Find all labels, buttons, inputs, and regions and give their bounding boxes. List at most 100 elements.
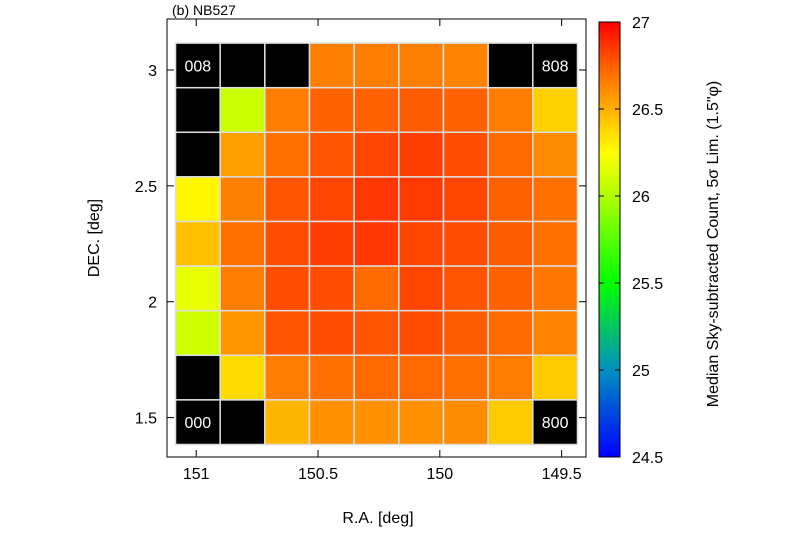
colorbar xyxy=(598,21,621,458)
heatmap-cell xyxy=(353,354,400,401)
heatmap-cell xyxy=(308,176,355,223)
heatmap-cell xyxy=(487,265,534,312)
heatmap-cell xyxy=(308,309,355,357)
chart-title: (b) NB527 xyxy=(172,2,236,18)
heatmap-cell xyxy=(532,86,579,134)
heatmap-cell xyxy=(308,86,355,134)
heatmap-cell xyxy=(532,399,579,446)
heatmap-cell xyxy=(219,354,266,401)
heatmap-cell xyxy=(398,309,445,357)
heatmap-cell xyxy=(174,176,221,223)
heatmap-cell xyxy=(174,220,221,267)
heatmap-cell xyxy=(532,220,579,267)
cell-label: 808 xyxy=(542,58,569,75)
x-tick-label: 151 xyxy=(183,466,210,483)
heatmap-cell xyxy=(487,220,534,267)
heatmap-cell xyxy=(398,131,445,178)
colorbar-tick-label: 24.5 xyxy=(632,450,663,467)
x-tick-label: 150.5 xyxy=(298,466,338,483)
heatmap-cell xyxy=(353,265,400,312)
heatmap-cell xyxy=(353,309,400,357)
colorbar-tick-label: 25 xyxy=(632,363,650,380)
colorbar-tick-label: 25.5 xyxy=(632,276,663,293)
heatmap-cell xyxy=(219,220,266,267)
heatmap-cell xyxy=(264,309,311,357)
colorbar-label: Median Sky-subtracted Count, 5σ Lim. (1.… xyxy=(705,81,722,408)
heatmap-cell xyxy=(398,176,445,223)
heatmap-cell xyxy=(219,399,266,446)
heatmap-cell xyxy=(442,86,489,134)
heatmap-cell xyxy=(308,354,355,401)
heatmap-cell xyxy=(353,42,400,89)
cell-label: 008 xyxy=(185,58,212,75)
heatmap-cell xyxy=(487,176,534,223)
heatmap-cell xyxy=(264,86,311,134)
heatmap-cells xyxy=(174,42,579,446)
heatmap-cell xyxy=(353,86,400,134)
heatmap-cell xyxy=(174,86,221,134)
heatmap-cell xyxy=(174,309,221,357)
heatmap-cell xyxy=(219,86,266,134)
heatmap-cell xyxy=(219,42,266,89)
x-tick-label: 149.5 xyxy=(542,466,582,483)
heatmap-cell xyxy=(487,399,534,446)
y-axis-ticks: 1.5 2 2.5 3 xyxy=(135,63,586,428)
y-tick-label: 2.5 xyxy=(135,179,157,196)
heatmap-cell xyxy=(442,176,489,223)
heatmap-cell xyxy=(532,131,579,178)
y-tick-label: 1.5 xyxy=(135,411,157,428)
heatmap-cell xyxy=(308,42,355,89)
heatmap-cell xyxy=(487,86,534,134)
y-tick-label: 3 xyxy=(148,63,157,80)
heatmap-cell xyxy=(219,309,266,357)
heatmap-cell xyxy=(353,399,400,446)
heatmap-cell xyxy=(174,131,221,178)
heatmap-cell xyxy=(264,42,311,89)
heatmap-cell xyxy=(442,265,489,312)
heatmap-cell xyxy=(264,220,311,267)
colorbar-tick-label: 26 xyxy=(632,189,650,206)
heatmap-cell xyxy=(442,131,489,178)
heatmap-cell xyxy=(398,399,445,446)
y-tick-label: 2 xyxy=(148,295,157,312)
heatmap-cell xyxy=(219,131,266,178)
heatmap-cell xyxy=(487,354,534,401)
heatmap-cell xyxy=(353,131,400,178)
heatmap-cell xyxy=(442,309,489,357)
heatmap-cell xyxy=(532,354,579,401)
heatmap-cell xyxy=(219,176,266,223)
heatmap-cell xyxy=(442,399,489,446)
heatmap-cell xyxy=(487,309,534,357)
cell-label: 000 xyxy=(185,415,212,432)
heatmap-cell xyxy=(398,42,445,89)
heatmap-cell xyxy=(532,176,579,223)
heatmap-cell xyxy=(442,354,489,401)
heatmap-cell xyxy=(442,220,489,267)
colorbar-ticks: 27 26.5 26 25.5 25 24.5 xyxy=(599,15,663,467)
colorbar-tick-label: 27 xyxy=(632,15,650,32)
heatmap-cell xyxy=(264,399,311,446)
heatmap-cell xyxy=(264,354,311,401)
heatmap-cell xyxy=(264,176,311,223)
heatmap-cell xyxy=(487,131,534,178)
heatmap-cell xyxy=(398,220,445,267)
heatmap-cell xyxy=(353,220,400,267)
heatmap-cell xyxy=(532,309,579,357)
heatmap-cell xyxy=(264,131,311,178)
cell-labels: 008 808 000 800 xyxy=(185,58,569,432)
x-axis-ticks: 151 150.5 150 149.5 xyxy=(183,19,582,483)
colorbar-tick-label: 26.5 xyxy=(632,102,663,119)
heatmap-cell xyxy=(174,354,221,401)
x-axis-label: R.A. [deg] xyxy=(342,510,413,527)
heatmap-cell xyxy=(308,131,355,178)
heatmap-cell xyxy=(308,399,355,446)
y-axis-label: DEC. [deg] xyxy=(86,199,103,277)
heatmap-cell xyxy=(219,265,266,312)
heatmap-cell xyxy=(353,176,400,223)
heatmap-cell xyxy=(308,220,355,267)
x-tick-label: 150 xyxy=(426,466,453,483)
heatmap-cell xyxy=(532,265,579,312)
heatmap-cell xyxy=(398,86,445,134)
heatmap-cell xyxy=(398,354,445,401)
